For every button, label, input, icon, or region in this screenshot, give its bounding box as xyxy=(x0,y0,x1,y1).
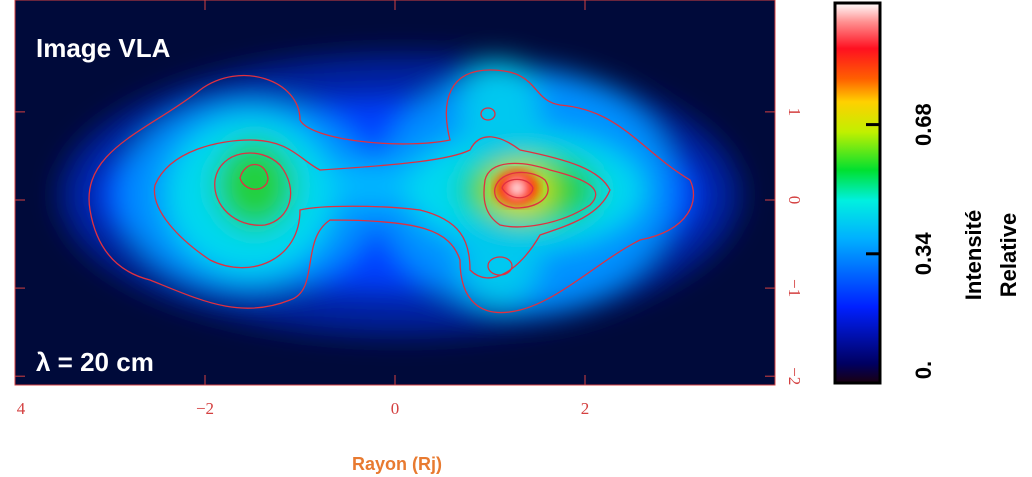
radio-image xyxy=(15,0,775,385)
x-tick-label: 4 xyxy=(17,399,26,418)
wavelength-label: λ = 20 cm xyxy=(36,347,154,377)
y-tick-label: −1 xyxy=(785,279,804,297)
x-tick-label: −2 xyxy=(196,399,214,418)
y-tick-label: 0 xyxy=(785,196,804,205)
x-tick-label: 2 xyxy=(581,399,590,418)
x-axis-label: Rayon (Rj) xyxy=(352,454,442,474)
image-title: Image VLA xyxy=(36,33,171,63)
colorbar-label: Intensité xyxy=(961,210,986,300)
colorbar-tick-label: 0.34 xyxy=(911,232,936,276)
y-tick-label: −2 xyxy=(785,367,804,385)
colorbar xyxy=(833,1,882,385)
y-tick-label: 1 xyxy=(785,108,804,117)
colorbar-tick-label: 0. xyxy=(911,361,936,379)
colorbar-label: Relative xyxy=(996,213,1021,297)
colorbar-tick-label: 0.68 xyxy=(911,103,936,146)
x-tick-label: 0 xyxy=(391,399,400,418)
